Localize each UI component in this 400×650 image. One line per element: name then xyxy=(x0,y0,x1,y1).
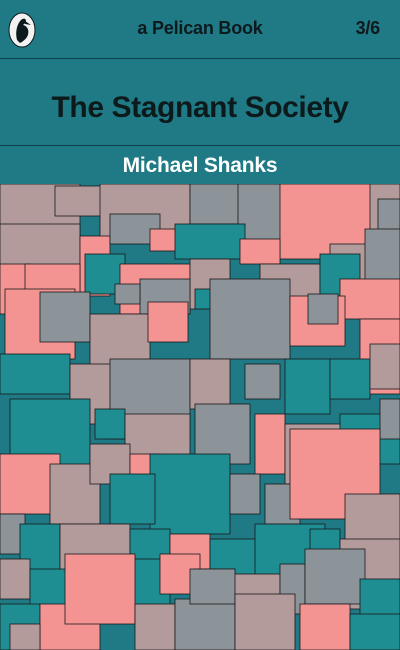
cover-artwork xyxy=(0,184,400,650)
art-square xyxy=(174,223,246,260)
art-square xyxy=(0,558,31,600)
art-square xyxy=(64,553,136,625)
art-square xyxy=(329,358,371,400)
art-square xyxy=(379,398,400,440)
art-square xyxy=(289,428,381,520)
art-square xyxy=(304,548,366,605)
price-label: 3/6 xyxy=(355,18,381,38)
art-square xyxy=(307,293,339,325)
art-square xyxy=(189,568,236,605)
art-square xyxy=(339,278,400,320)
art-square xyxy=(39,291,91,343)
art-square xyxy=(284,358,331,415)
art-square xyxy=(369,343,400,390)
art-square xyxy=(229,473,261,515)
art-square xyxy=(134,603,176,650)
publisher-label: a Pelican Book xyxy=(137,18,263,38)
art-square xyxy=(254,413,286,475)
art-square xyxy=(209,278,291,360)
divider xyxy=(0,145,400,146)
art-square xyxy=(189,184,241,225)
art-square xyxy=(9,623,41,650)
art-square xyxy=(114,283,141,305)
art-square xyxy=(349,613,400,650)
book-title: The Stagnant Society xyxy=(51,91,349,124)
art-square xyxy=(147,301,189,343)
art-square xyxy=(149,453,231,535)
art-square xyxy=(244,363,281,400)
art-square xyxy=(299,603,351,650)
art-square xyxy=(189,358,231,410)
divider xyxy=(0,58,400,59)
art-square xyxy=(239,238,281,265)
pelican-logo-icon xyxy=(8,12,36,48)
art-square xyxy=(0,353,71,395)
art-square xyxy=(174,598,236,650)
art-square xyxy=(234,593,296,650)
art-square xyxy=(109,473,156,525)
book-author: Michael Shanks xyxy=(122,154,278,177)
header-band: a Pelican Book 3/6 xyxy=(0,0,400,58)
art-square xyxy=(364,228,400,285)
art-square xyxy=(94,408,126,440)
